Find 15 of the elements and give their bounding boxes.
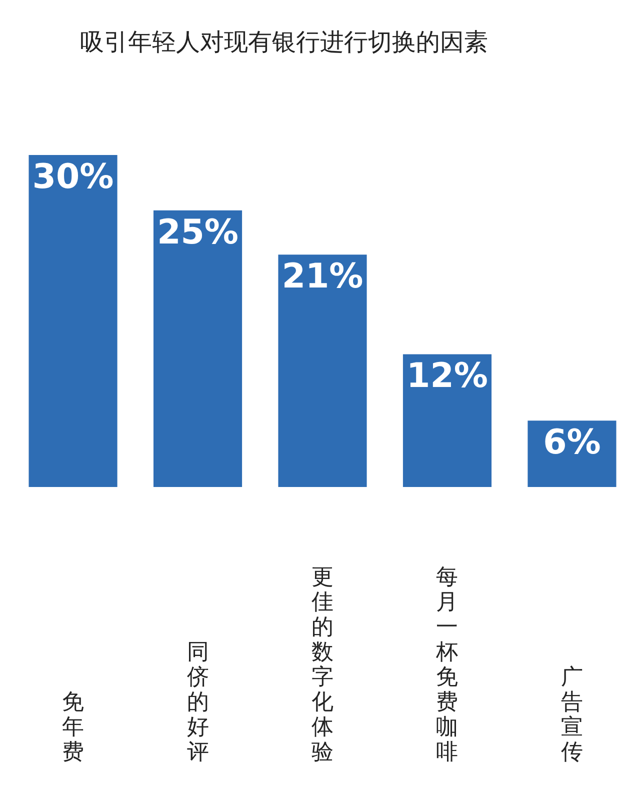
data-label: 25% [157, 212, 238, 252]
x-tick-label: 每月一杯免费咖啡 [435, 565, 458, 765]
bar [28, 155, 118, 487]
data-label: 30% [32, 157, 114, 197]
bar [402, 354, 492, 487]
x-tick-label: 免年费 [62, 690, 84, 765]
bar [153, 210, 242, 487]
bar [278, 254, 367, 487]
x-tick-label: 广告宣传 [560, 665, 583, 765]
data-label: 12% [406, 356, 488, 396]
chart-title: 吸引年轻人对现有银行进行切换的因素 [80, 28, 488, 56]
data-label: 21% [282, 256, 364, 297]
x-tick-label: 同侪的好评 [186, 640, 209, 765]
x-tick-label: 更佳的数字化体验 [312, 565, 334, 765]
data-label: 6% [543, 422, 601, 463]
